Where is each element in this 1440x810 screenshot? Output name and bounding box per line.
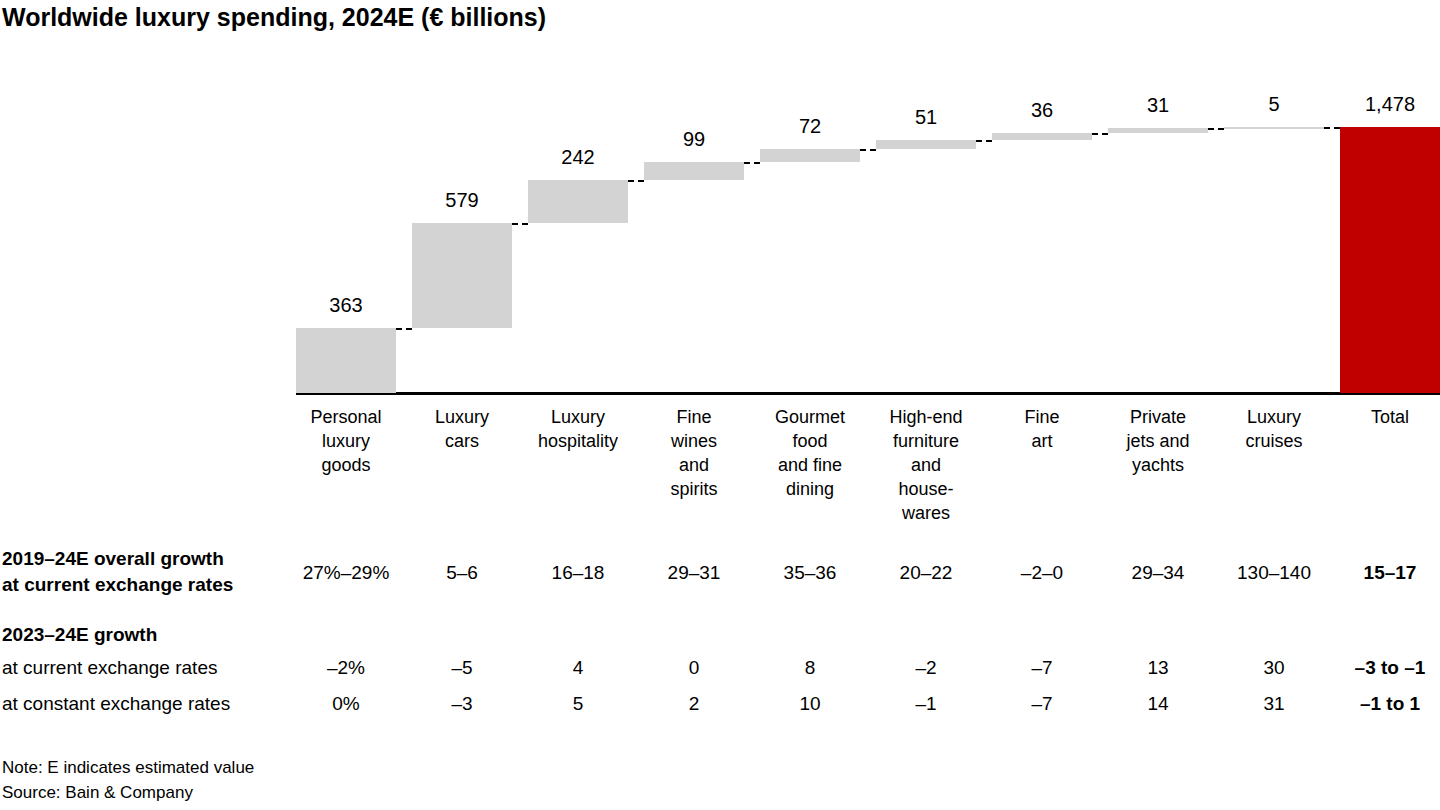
growth-value-cell: –1 to 1: [1328, 691, 1440, 717]
category-label: High-end furniture and house- wares: [864, 405, 988, 525]
category-label: Luxury cars: [400, 405, 524, 453]
bar-value-label: 36: [980, 100, 1104, 120]
category-label: Private jets and yachts: [1096, 405, 1220, 477]
waterfall-bar: [1108, 128, 1208, 134]
bar-value-label: 242: [516, 147, 640, 167]
growth-value-cell: 10: [748, 691, 872, 717]
section-heading-2023-24e-growth: 2023–24E growth: [2, 622, 302, 648]
growth-value-cell: 130–140: [1212, 560, 1336, 586]
connector-line: [860, 149, 876, 151]
waterfall-bar: [992, 133, 1092, 139]
waterfall-bar: [644, 162, 744, 180]
growth-value-cell: 30: [1212, 655, 1336, 681]
growth-value-cell: 35–36: [748, 560, 872, 586]
row-label-at-current-exchange-rates: at current exchange rates: [2, 655, 302, 681]
bar-value-label: 363: [284, 295, 408, 315]
total-value-label: 1,478: [1328, 94, 1440, 114]
growth-value-cell: 27%–29%: [284, 560, 408, 586]
growth-value-cell: –5: [400, 655, 524, 681]
footnote: Note: E indicates estimated value: [2, 755, 254, 780]
bar-value-label: 5: [1212, 94, 1336, 114]
row-label-at-constant-exchange-rates: at constant exchange rates: [2, 691, 302, 717]
source-line: Source: Bain & Company: [2, 780, 193, 805]
waterfall-bar: [876, 140, 976, 149]
row-label-2019-24e-overall-growth: 2019–24E overall growth at current excha…: [2, 546, 302, 598]
growth-value-cell: 31: [1212, 691, 1336, 717]
growth-value-cell: 20–22: [864, 560, 988, 586]
growth-value-cell: –2%: [284, 655, 408, 681]
growth-value-cell: 14: [1096, 691, 1220, 717]
category-label: Fine wines and spirits: [632, 405, 756, 501]
bar-value-label: 31: [1096, 95, 1220, 115]
growth-value-cell: 16–18: [516, 560, 640, 586]
growth-value-cell: 2: [632, 691, 756, 717]
growth-value-cell: –1: [864, 691, 988, 717]
x-axis-line: [296, 392, 1440, 395]
growth-value-cell: 0: [632, 655, 756, 681]
growth-value-cell: 13: [1096, 655, 1220, 681]
growth-value-cell: 0%: [284, 691, 408, 717]
waterfall-bar: [1224, 127, 1324, 129]
bar-value-label: 72: [748, 116, 872, 136]
waterfall-bar: [412, 223, 512, 327]
bar-value-label: 99: [632, 129, 756, 149]
growth-value-cell: 4: [516, 655, 640, 681]
growth-value-cell: –3: [400, 691, 524, 717]
connector-line: [976, 140, 992, 142]
connector-line: [1092, 133, 1108, 135]
growth-value-cell: 29–31: [632, 560, 756, 586]
growth-value-cell: 15–17: [1328, 560, 1440, 586]
category-label: Total: [1328, 405, 1440, 429]
category-label: Luxury hospitality: [516, 405, 640, 453]
growth-value-cell: 29–34: [1096, 560, 1220, 586]
growth-value-cell: 5–6: [400, 560, 524, 586]
growth-value-cell: –2: [864, 655, 988, 681]
bar-value-label: 579: [400, 190, 524, 210]
waterfall-bar: [760, 149, 860, 162]
connector-line: [1208, 128, 1224, 130]
growth-value-cell: –3 to –1: [1328, 655, 1440, 681]
waterfall-chart: 363579242997251363151,478 Personal luxur…: [0, 0, 1440, 810]
total-bar: [1340, 127, 1440, 393]
category-label: Gourmet food and fine dining: [748, 405, 872, 501]
connector-line: [628, 180, 644, 182]
bar-value-label: 51: [864, 107, 988, 127]
waterfall-bar: [528, 180, 628, 224]
growth-value-cell: –7: [980, 655, 1104, 681]
growth-value-cell: –7: [980, 691, 1104, 717]
growth-value-cell: –2–0: [980, 560, 1104, 586]
growth-value-cell: 8: [748, 655, 872, 681]
connector-line: [396, 328, 412, 330]
category-label: Luxury cruises: [1212, 405, 1336, 453]
connector-line: [1324, 127, 1340, 129]
waterfall-bar: [296, 328, 396, 393]
growth-value-cell: 5: [516, 691, 640, 717]
connector-line: [744, 162, 760, 164]
connector-line: [512, 223, 528, 225]
category-label: Personal luxury goods: [284, 405, 408, 477]
category-label: Fine art: [980, 405, 1104, 453]
